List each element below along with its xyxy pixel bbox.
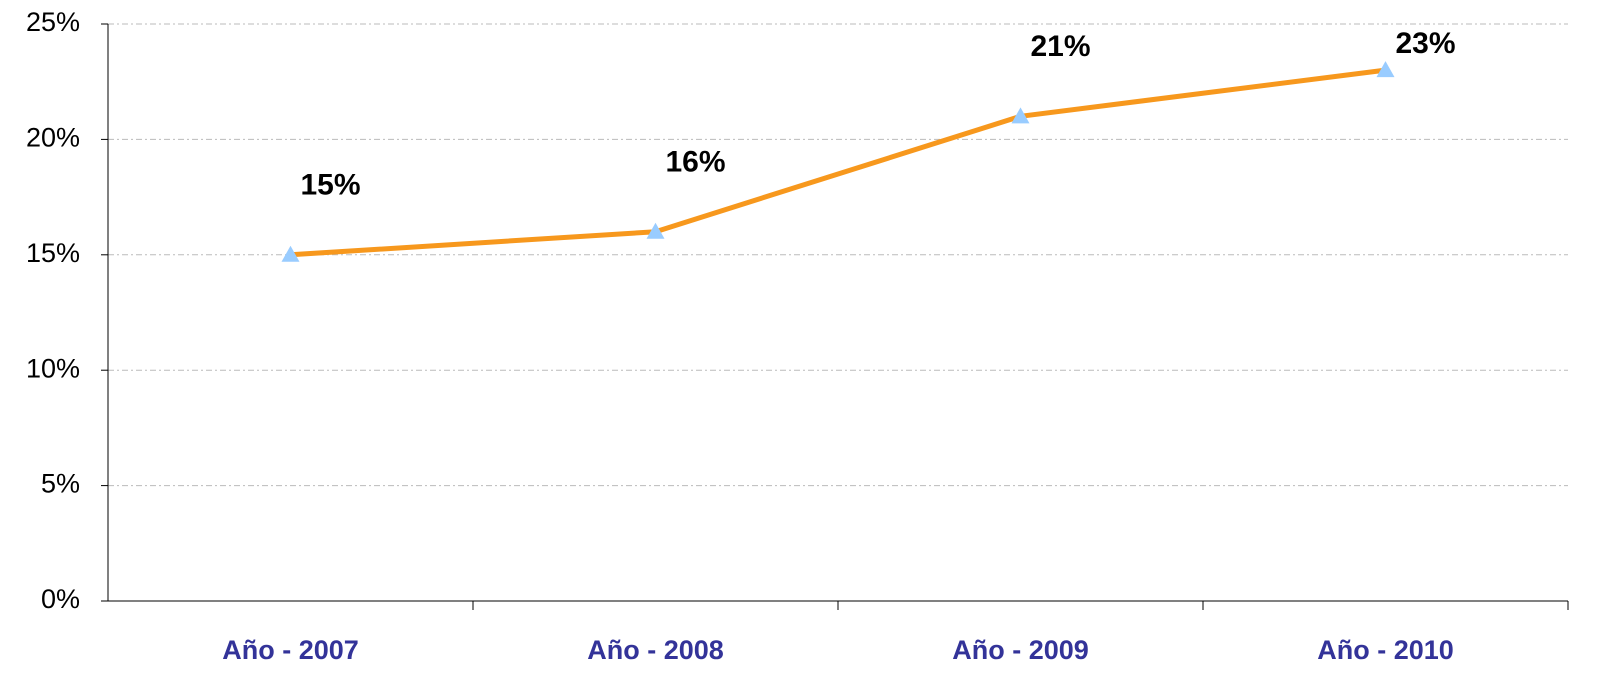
marker [1376, 61, 1395, 78]
y-tick-label: 25% [26, 7, 80, 37]
marker [1011, 107, 1030, 124]
x-tick-label: Año - 2010 [1317, 635, 1454, 665]
data-label: 15% [300, 169, 360, 202]
data-label: 16% [665, 146, 725, 179]
marker [281, 245, 300, 262]
marker [646, 222, 665, 239]
x-tick-label: Año - 2008 [587, 635, 724, 665]
data-label: 23% [1395, 27, 1455, 60]
line [290, 67, 1386, 258]
y-tick-label: 10% [26, 353, 80, 383]
y-tick-label: 5% [41, 469, 80, 499]
y-tick-label: 15% [26, 238, 80, 268]
y-tick-label: 0% [41, 584, 80, 614]
x-tick-label: Año - 2007 [222, 635, 359, 665]
y-tick-label: 20% [26, 123, 80, 153]
x-tick-label: Año - 2009 [952, 635, 1089, 665]
data-label: 21% [1030, 30, 1090, 63]
